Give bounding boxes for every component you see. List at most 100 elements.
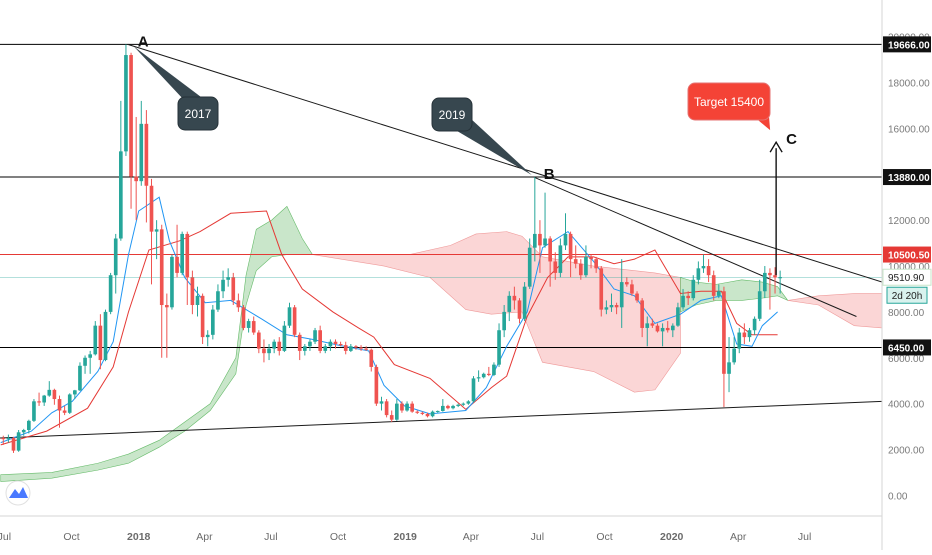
- candle: [558, 238, 563, 278]
- candle-body: [27, 420, 31, 430]
- candle-body: [313, 330, 317, 342]
- candle-body: [584, 256, 588, 276]
- candle-body: [119, 151, 123, 239]
- candle-body: [103, 311, 108, 361]
- candle-body: [640, 300, 644, 328]
- candle-body: [57, 399, 62, 411]
- candle-body: [241, 307, 246, 328]
- candle: [369, 348, 374, 372]
- candle: [338, 341, 343, 347]
- candle-body: [180, 233, 184, 273]
- candle-body: [471, 378, 476, 402]
- candle-body: [221, 279, 225, 292]
- candle: [108, 272, 113, 315]
- candle: [272, 339, 276, 354]
- candle: [670, 323, 675, 338]
- callout-2017-box: [177, 96, 219, 131]
- candle-body: [262, 348, 266, 354]
- candle-body: [578, 263, 583, 276]
- candle-body: [257, 332, 261, 349]
- candle-body: [73, 390, 77, 395]
- x-tick-label: Jul: [0, 531, 11, 543]
- candle: [742, 323, 747, 344]
- level-tag-6450.00-bg: [883, 339, 931, 356]
- candle-body: [691, 279, 696, 299]
- current-price-text: 9510.90: [888, 273, 925, 284]
- candle-body: [200, 295, 205, 338]
- candle: [16, 430, 21, 452]
- candle: [170, 254, 174, 310]
- candle-body: [349, 346, 353, 351]
- candle: [400, 401, 404, 413]
- candle-body: [527, 247, 532, 287]
- level-tag-19666.00: 19666.00: [883, 36, 931, 53]
- candle: [129, 52, 133, 209]
- candle: [389, 410, 394, 422]
- candle: [134, 116, 138, 221]
- candle-body: [124, 55, 128, 152]
- candle: [609, 293, 614, 312]
- candle-body: [737, 332, 742, 349]
- y-tick-label: 4000.00: [888, 400, 925, 411]
- candle-body: [650, 323, 655, 326]
- candle-body: [292, 307, 297, 335]
- candle-body: [441, 405, 445, 411]
- candle: [303, 344, 307, 356]
- candle: [328, 339, 333, 351]
- candle: [441, 399, 445, 412]
- level-tag-13880.00: 13880.00: [883, 169, 931, 186]
- candle-body: [686, 295, 690, 299]
- candle-body: [762, 272, 767, 292]
- x-tick-label: 2020: [660, 531, 684, 543]
- countdown-text: 2d 20h: [892, 291, 923, 302]
- candle: [384, 399, 389, 418]
- candle-body: [405, 403, 409, 411]
- candle-body: [287, 307, 292, 326]
- candle-body: [384, 401, 389, 416]
- candle: [124, 44, 128, 156]
- candle-body: [226, 277, 230, 280]
- candle: [205, 330, 210, 347]
- callout-target-box: [687, 82, 771, 121]
- candle-body: [461, 403, 466, 405]
- candle: [297, 332, 302, 361]
- candle: [415, 410, 420, 414]
- candle: [32, 399, 36, 422]
- candle-body: [190, 277, 195, 306]
- candle: [456, 403, 460, 408]
- candle-body: [282, 325, 287, 351]
- candle-body: [93, 325, 98, 355]
- candle-body: [144, 123, 149, 186]
- candle: [435, 410, 440, 413]
- candle-body: [195, 295, 200, 306]
- level-tag-19666.00-bg: [883, 36, 931, 53]
- candle-body: [655, 325, 660, 332]
- candle-body: [722, 291, 726, 374]
- candle-body: [32, 401, 36, 421]
- candle-body: [154, 229, 159, 232]
- candle-body: [374, 366, 379, 404]
- candle-body: [369, 349, 374, 367]
- candle: [185, 231, 190, 306]
- candle-body: [389, 415, 394, 420]
- candle: [543, 192, 547, 248]
- candle: [538, 220, 542, 273]
- candle-body: [170, 256, 174, 308]
- candle: [502, 305, 506, 338]
- candle: [67, 393, 72, 414]
- candle: [778, 270, 782, 294]
- candle: [594, 256, 598, 273]
- candle: [466, 400, 471, 405]
- level-tag-13880.00-bg: [883, 169, 931, 186]
- candle: [722, 286, 726, 408]
- candle: [614, 302, 619, 315]
- candle-body: [185, 233, 190, 278]
- candle: [532, 177, 537, 262]
- candle-body: [67, 394, 72, 413]
- candle: [696, 261, 701, 285]
- level-tag-13880.00-text: 13880.00: [888, 173, 930, 184]
- candle-body: [231, 277, 236, 301]
- candle-body: [113, 238, 118, 276]
- candle-body: [563, 233, 568, 246]
